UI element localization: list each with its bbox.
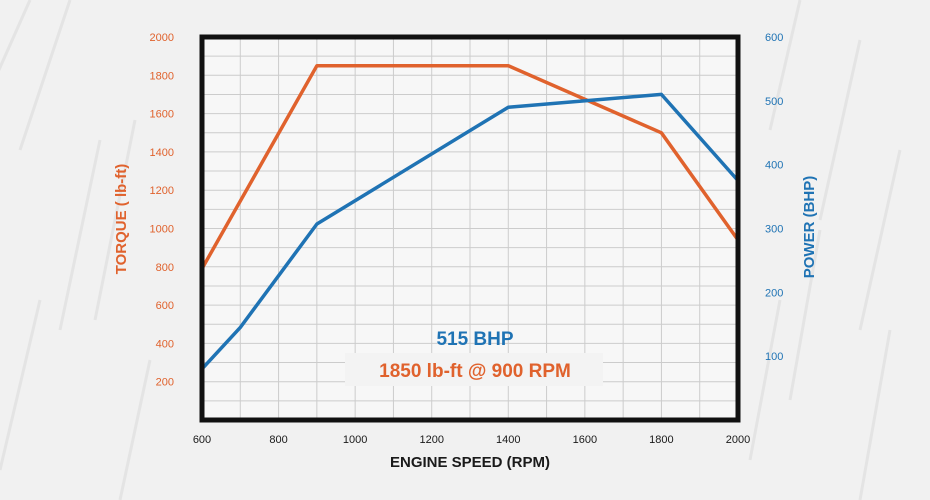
right-axis-title: POWER (BHP) (801, 176, 818, 279)
background-stripes (0, 0, 902, 500)
x-tick-label: 1000 (343, 434, 367, 446)
right-tick-label: 200 (765, 287, 783, 299)
x-axis-ticks: 600 800 1000 1200 1400 1600 1800 2000 (193, 434, 750, 446)
background-stripe (858, 149, 902, 331)
background-stripe (858, 329, 892, 500)
x-tick-label: 1400 (496, 434, 520, 446)
background-stripe (748, 299, 782, 461)
annotation-power: 515 BHP (436, 329, 513, 350)
left-axis-title: TORQUE ( lb-ft) (113, 164, 130, 275)
x-tick-label: 2000 (726, 434, 750, 446)
plot-frame (199, 34, 741, 423)
background-stripe (93, 119, 137, 321)
right-tick-label: 500 (765, 96, 783, 108)
power-series-line (200, 92, 740, 371)
background-stripe (118, 359, 152, 500)
left-tick-label: 600 (156, 300, 174, 312)
x-axis-title: ENGINE SPEED (RPM) (390, 454, 550, 471)
torque-series-line (200, 63, 740, 270)
background-stripe (58, 139, 102, 331)
background-stripe (818, 39, 862, 221)
x-tick-label: 1800 (649, 434, 673, 446)
left-axis-ticks: 200 400 600 800 1000 1200 1400 1600 1800 2000 (150, 32, 174, 389)
left-tick-label: 400 (156, 338, 174, 350)
annotation-torque: 1850 lb-ft @ 900 RPM (379, 361, 571, 382)
right-axis-ticks: 100 200 300 400 500 600 (765, 32, 783, 363)
background-stripe (18, 0, 72, 151)
left-tick-label: 800 (156, 262, 174, 274)
x-tick-label: 1600 (573, 434, 597, 446)
left-tick-label: 1200 (150, 185, 174, 197)
x-tick-label: 1200 (419, 434, 443, 446)
x-tick-label: 800 (269, 434, 287, 446)
background-stripe (0, 0, 32, 72)
right-tick-label: 400 (765, 160, 783, 172)
x-tick-label: 600 (193, 434, 211, 446)
left-tick-label: 2000 (150, 32, 174, 44)
series-layer (200, 63, 740, 371)
right-tick-label: 600 (765, 32, 783, 44)
right-tick-label: 100 (765, 351, 783, 363)
left-tick-label: 1000 (150, 224, 174, 236)
left-tick-label: 1600 (150, 109, 174, 121)
right-tick-label: 300 (765, 224, 783, 236)
left-tick-label: 1800 (150, 70, 174, 82)
background-stripe (788, 229, 822, 401)
background-stripe (768, 0, 802, 131)
background-stripe (0, 299, 42, 471)
left-tick-label: 1400 (150, 147, 174, 159)
left-tick-label: 200 (156, 377, 174, 389)
annotation-box (345, 353, 603, 386)
